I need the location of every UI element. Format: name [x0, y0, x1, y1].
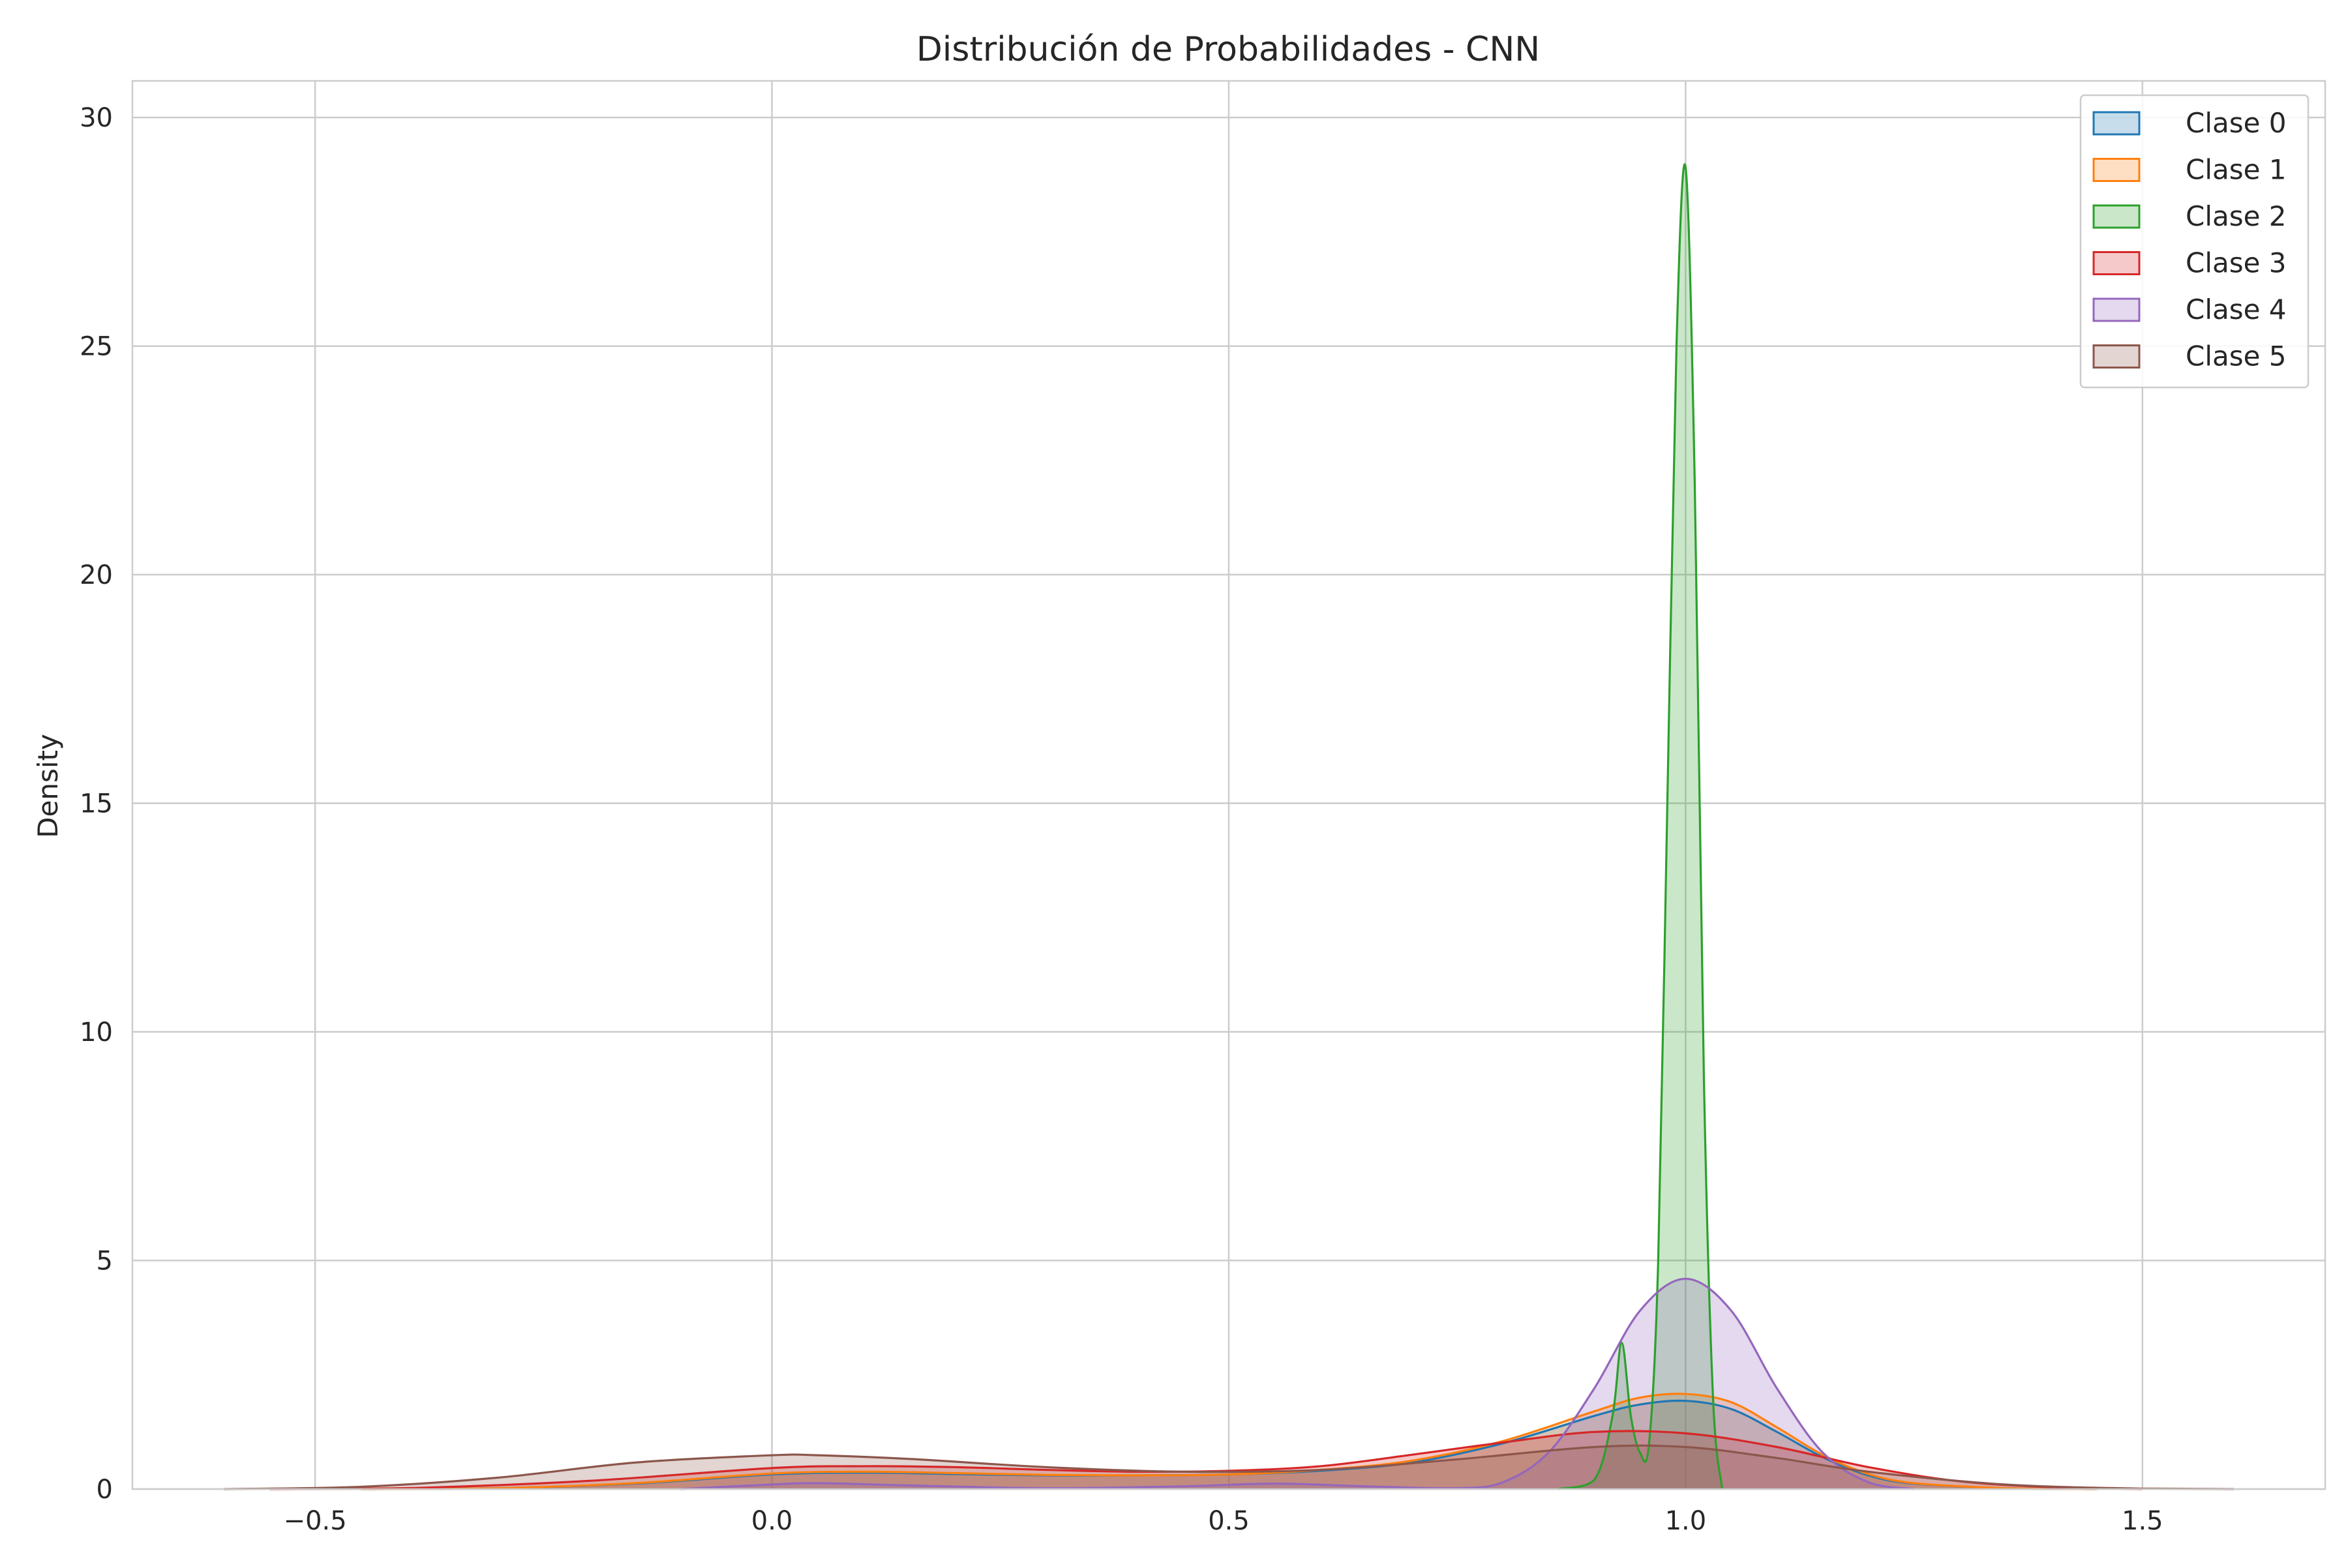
y-axis-label: Density	[32, 734, 64, 838]
legend-label: Clase 2	[2186, 200, 2287, 232]
density-line-series-2	[1557, 163, 1724, 1490]
legend-label: Clase 5	[2186, 340, 2287, 372]
y-tick-label: 5	[97, 1246, 113, 1276]
legend-swatch	[2092, 251, 2141, 275]
y-tick-label: 20	[80, 560, 113, 590]
x-tick-label: 0.0	[751, 1506, 793, 1536]
plot-frame	[131, 80, 2326, 1490]
legend: Clase 0 Clase 1 Clase 2 Clase 3 Clase 4 Clase…	[2079, 94, 2310, 389]
legend-swatch	[2092, 297, 2141, 322]
x-tick-label: 1.0	[1665, 1506, 1707, 1536]
legend-swatch	[2092, 158, 2141, 182]
density-line-series-3	[269, 1430, 2143, 1490]
chart-title: Distribución de Probabilidades - CNN	[916, 30, 1540, 69]
legend-label: Clase 1	[2186, 154, 2287, 186]
legend-swatch	[2092, 204, 2141, 229]
density-area-series-2	[1558, 164, 1723, 1490]
density-area-series-4	[680, 1278, 1914, 1489]
y-tick-label: 25	[80, 332, 113, 362]
legend-label: Clase 3	[2186, 247, 2287, 279]
legend-box	[2079, 94, 2310, 389]
x-tick-label: 0.5	[1208, 1506, 1250, 1536]
y-tick-label: 10	[80, 1018, 113, 1048]
density-lines	[224, 163, 2234, 1490]
y-axis-ticks: 0 5 10 15 20 25 30	[80, 103, 113, 1505]
y-tick-label: 30	[80, 103, 113, 133]
x-axis-ticks: −0.5 0.0 0.5 1.0 1.5	[284, 1506, 2163, 1536]
x-tick-label: −0.5	[284, 1506, 347, 1536]
density-area-series-1	[361, 1393, 2097, 1489]
density-line-series-5	[224, 1444, 2234, 1490]
y-tick-label: 15	[80, 789, 113, 819]
density-area-series-0	[361, 1400, 2097, 1489]
legend-swatch	[2092, 344, 2141, 369]
y-tick-label: 0	[97, 1475, 113, 1505]
legend-label: Clase 0	[2186, 107, 2287, 139]
density-line-series-4	[680, 1277, 1914, 1490]
x-tick-label: 1.5	[2122, 1506, 2163, 1536]
legend-swatch	[2092, 111, 2141, 136]
legend-label: Clase 4	[2186, 294, 2287, 325]
